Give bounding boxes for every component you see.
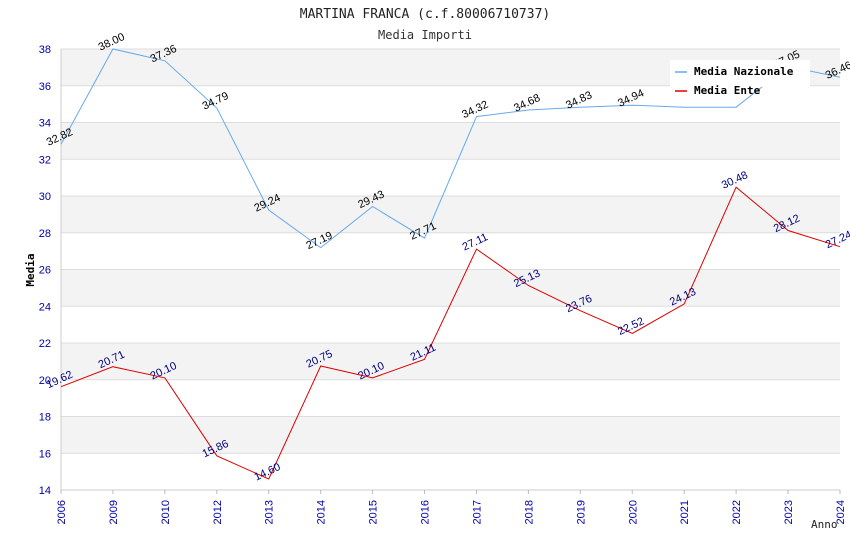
data-label-nazionale: 34.32 — [460, 99, 490, 122]
x-tick-label: 2009 — [108, 500, 120, 524]
series-line-media-ente — [60, 186, 841, 480]
y-tick-label: 26 — [39, 265, 51, 277]
data-label-nazionale: 34.94 — [616, 87, 646, 110]
data-labels: 32.8238.0037.3634.7929.2427.1929.4327.71… — [45, 31, 850, 484]
grid-bands — [61, 49, 840, 454]
legend: Media Nazionale Media Ente — [670, 60, 810, 97]
y-ticks: 14 16 18 20 22 24 26 28 30 32 34 36 38 — [39, 44, 51, 497]
data-label-ente: 19.62 — [45, 369, 75, 392]
chart-subtitle: Media Importi — [378, 28, 472, 42]
series-line-media-nazionale — [60, 48, 841, 249]
x-tick-label: 2014 — [316, 500, 328, 524]
x-ticks: 2006 2009 2010 2012 2013 2014 2015 2016 2017 2018… — [56, 490, 847, 524]
x-tick-label: 2010 — [160, 500, 172, 524]
grid-band — [61, 196, 840, 233]
legend-label-nazionale: Media Nazionale — [694, 65, 794, 78]
x-tick-label: 2023 — [783, 500, 795, 524]
chart-title: MARTINA FRANCA (c.f.80006710737) — [300, 7, 550, 22]
grid-band — [61, 269, 840, 307]
data-label-ente: 27.11 — [461, 231, 490, 253]
y-tick-label: 32 — [39, 154, 51, 166]
y-tick-label: 18 — [39, 412, 51, 424]
y-tick-label: 22 — [39, 338, 51, 350]
x-tick-label: 2018 — [523, 500, 535, 524]
x-tick-label: 2015 — [368, 500, 380, 524]
y-tick-label: 24 — [39, 301, 51, 313]
x-tick-label: 2012 — [212, 500, 224, 524]
x-tick-label: 2022 — [731, 500, 743, 524]
data-label-ente: 14.60 — [252, 461, 282, 484]
y-tick-label: 38 — [39, 44, 51, 56]
x-axis-label: Anno — [811, 518, 838, 531]
y-tick-label: 28 — [39, 228, 51, 240]
y-tick-label: 14 — [39, 485, 51, 497]
x-tick-label: 2021 — [679, 500, 691, 524]
x-tick-label: 2013 — [264, 500, 276, 524]
y-tick-label: 20 — [39, 375, 51, 387]
x-tick-label: 2017 — [471, 500, 483, 524]
grid-band — [61, 416, 840, 454]
data-label-nazionale: 34.79 — [201, 90, 231, 113]
y-axis-label: Media — [24, 253, 37, 286]
x-tick-label: 2006 — [56, 500, 68, 524]
x-tick-label: 2019 — [575, 500, 587, 524]
data-label-nazionale: 34.68 — [512, 92, 542, 115]
data-label-ente: 30.48 — [720, 169, 750, 192]
y-tick-label: 30 — [39, 191, 51, 203]
y-tick-label: 36 — [39, 81, 51, 93]
legend-box — [670, 60, 810, 87]
data-label-nazionale: 34.83 — [564, 89, 594, 112]
y-tick-label: 16 — [39, 448, 51, 460]
data-label-ente: 22.52 — [616, 315, 646, 338]
series-lines — [60, 48, 841, 480]
grid-band — [61, 343, 840, 380]
x-tick-label: 2024 — [835, 500, 847, 524]
y-tick-label: 34 — [39, 118, 51, 130]
grid-band — [61, 122, 840, 160]
legend-label-ente: Media Ente — [694, 84, 761, 97]
x-tick-label: 2016 — [420, 500, 432, 524]
x-tick-label: 2020 — [627, 500, 639, 524]
